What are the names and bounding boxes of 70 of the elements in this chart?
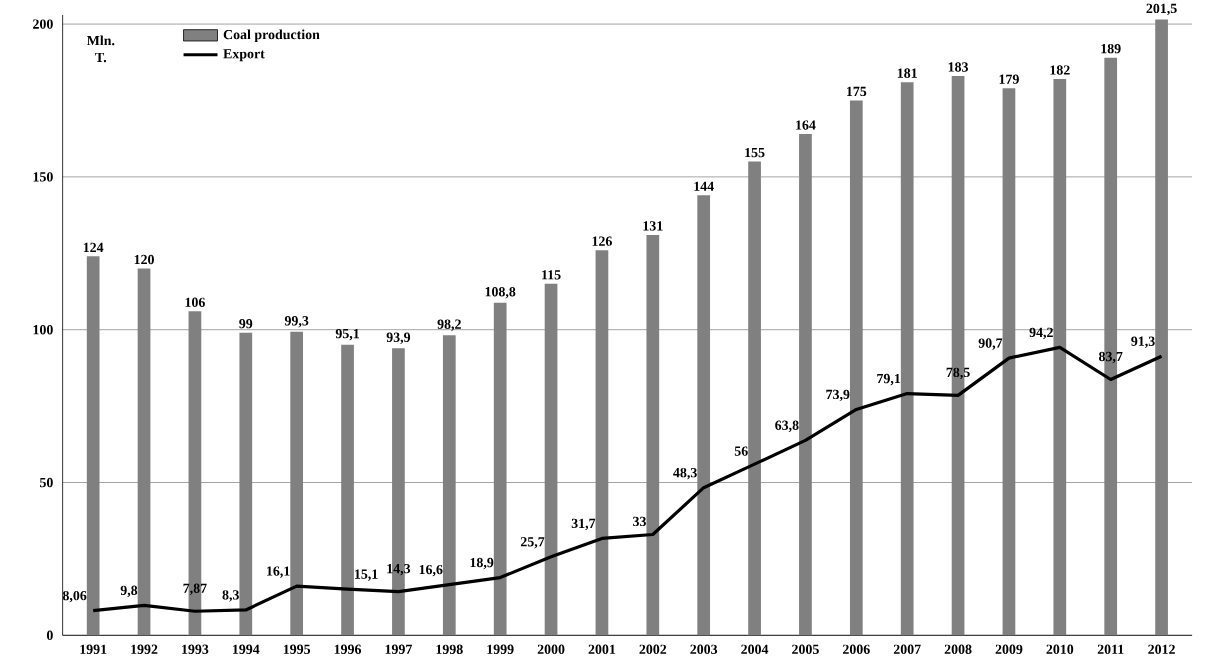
y-tick-label: 0: [46, 630, 53, 640]
data-label: 93,9: [386, 332, 411, 344]
data-label: 90,7: [978, 338, 1003, 350]
data-label: 99: [239, 318, 253, 329]
x-tick-label: 2008: [944, 644, 972, 654]
data-label: 94,2: [1029, 327, 1053, 340]
x-tick-label: 1999: [487, 644, 514, 654]
data-label: 48,3: [673, 467, 697, 480]
data-label: 33: [633, 516, 646, 527]
x-tick-label: 1997: [385, 644, 412, 654]
data-label: 16,6: [419, 564, 443, 577]
data-label: 56: [734, 446, 748, 456]
data-label: 182: [1050, 65, 1070, 75]
data-label: 31,7: [571, 518, 596, 531]
y-axis-title: Mln. T.: [86, 35, 115, 63]
data-label: 91,3: [1131, 336, 1155, 348]
x-tick-label: 1996: [334, 644, 362, 654]
x-tick-label: 1995: [283, 644, 311, 654]
x-tick-label: 2009: [995, 644, 1023, 654]
data-label: 98,2: [437, 319, 461, 331]
data-label: 15,1: [355, 569, 378, 581]
data-label: 99,3: [284, 316, 309, 328]
x-tick-label: 2002: [639, 644, 667, 654]
data-label: 124: [83, 242, 104, 252]
data-label: 95,1: [335, 328, 360, 341]
data-label: 201,5: [1146, 3, 1177, 16]
x-tick-label: 2001: [588, 644, 616, 654]
x-tick-label: 1998: [436, 644, 463, 654]
x-tick-label: 1991: [80, 644, 107, 654]
x-tick-label: 1994: [233, 644, 260, 654]
data-label: 25,7: [520, 537, 545, 549]
y-tick-label: 100: [33, 324, 53, 335]
data-label: 175: [847, 86, 867, 97]
data-label: 108,8: [485, 286, 516, 299]
x-tick-label: 2005: [792, 644, 819, 654]
data-label: 8,3: [222, 590, 239, 602]
data-label: 189: [1101, 43, 1121, 54]
x-tick-label: 2004: [741, 644, 769, 654]
data-label: 18,9: [470, 557, 494, 570]
data-label: 131: [643, 221, 663, 231]
x-tick-label: 2012: [1148, 644, 1175, 654]
y-tick-label: 150: [33, 172, 53, 182]
data-label: 106: [185, 297, 205, 307]
x-tick-label: 2010: [1046, 644, 1074, 654]
data-label: 63,8: [775, 420, 799, 432]
x-tick-label: 2007: [893, 644, 921, 654]
x-tick-label: 1993: [182, 644, 209, 654]
x-tick-label: 2000: [537, 644, 565, 654]
data-label: 16,1: [267, 566, 290, 578]
data-label: 8,06: [62, 590, 87, 603]
data-label: 79,1: [877, 373, 901, 386]
data-label: 120: [134, 254, 154, 265]
x-tick-label: 2011: [1097, 644, 1124, 654]
y-tick-label: 200: [33, 19, 53, 29]
x-tick-label: 2003: [690, 644, 718, 654]
data-label: 179: [999, 74, 1019, 84]
data-label: 164: [796, 120, 816, 130]
data-label: 155: [745, 147, 765, 158]
data-label: 144: [694, 181, 714, 191]
x-tick-label: 2006: [842, 644, 870, 654]
data-label: 181: [897, 68, 917, 78]
data-label: 183: [948, 62, 969, 72]
y-tick-label: 50: [40, 477, 53, 488]
data-label: 115: [542, 270, 561, 280]
data-label: 73,9: [826, 389, 850, 402]
legend-label: Coal production: [223, 29, 320, 43]
legend-label: Export: [223, 49, 265, 62]
x-tick-label: 1992: [131, 644, 158, 654]
data-label: 126: [592, 236, 612, 246]
data-label: 9,8: [120, 585, 138, 597]
